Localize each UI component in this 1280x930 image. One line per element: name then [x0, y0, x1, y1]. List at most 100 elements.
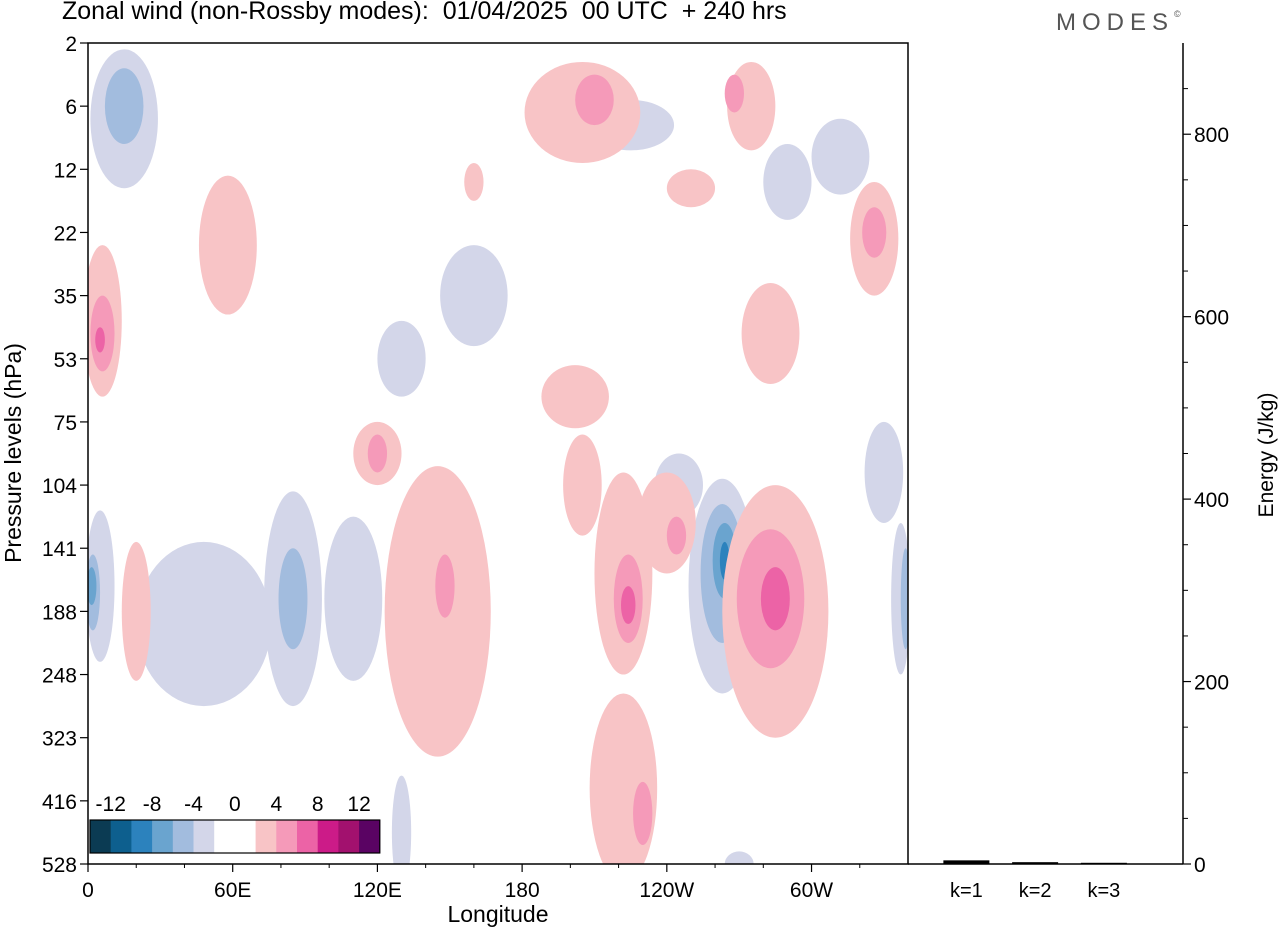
x-tick-label: 60E	[214, 879, 251, 902]
energy-category-label: k=1	[950, 880, 983, 902]
energy-axis-label: Energy (J/kg)	[1255, 393, 1278, 518]
colorbar-swatch	[234, 820, 256, 853]
energy-tick-label: 400	[1194, 489, 1229, 512]
energy-bar	[1080, 862, 1127, 864]
energy-category-label: k=2	[1019, 880, 1052, 902]
energy-tick-label: 600	[1194, 307, 1229, 330]
wind-anomaly	[760, 567, 790, 631]
wind-anomaly	[95, 327, 105, 353]
y-tick-label: 528	[42, 854, 77, 877]
y-tick-label: 416	[42, 791, 77, 814]
x-tick-label: 0	[82, 879, 94, 902]
y-axis-label: Pressure levels (hPa)	[0, 343, 26, 563]
wind-anomaly	[367, 434, 388, 473]
y-tick-label: 188	[42, 601, 77, 624]
wind-anomaly	[633, 781, 653, 846]
colorbar-swatch	[297, 820, 319, 853]
wind-anomaly	[121, 541, 151, 681]
wind-anomaly	[464, 162, 484, 201]
colorbar-swatch	[172, 820, 194, 853]
wind-anomaly	[724, 74, 745, 113]
x-axis-label: Longitude	[447, 901, 548, 927]
chart-title: Zonal wind (non-Rossby modes): 01/04/202…	[62, 0, 787, 25]
wind-anomaly	[666, 169, 716, 208]
colorbar-swatch	[131, 820, 153, 853]
colorbar-label: -4	[184, 793, 203, 816]
energy-tick-label: 0	[1194, 854, 1206, 877]
colorbar-swatch	[338, 820, 360, 853]
wind-anomaly	[637, 472, 696, 574]
energy-category-label: k=3	[1087, 880, 1120, 902]
colorbar-swatch	[152, 820, 174, 853]
colorbar-frame	[89, 819, 381, 854]
logo-mark: ©	[1174, 9, 1181, 19]
heatmap-frame	[87, 42, 909, 865]
x-tick-label: 60W	[790, 879, 833, 902]
y-tick-label: 75	[54, 412, 77, 435]
colorbar-swatch	[317, 820, 339, 853]
wind-anomaly	[104, 68, 144, 145]
colorbar-swatch	[214, 820, 236, 853]
wind-anomaly	[440, 245, 508, 347]
wind-anomaly	[621, 586, 636, 625]
wind-anomaly	[391, 775, 412, 864]
wind-anomaly	[741, 282, 800, 385]
y-tick-label: 35	[54, 286, 77, 309]
y-tick-label: 22	[54, 222, 77, 245]
colorbar-swatch	[276, 820, 298, 853]
y-tick-label: 12	[54, 159, 77, 182]
wind-anomaly	[811, 118, 870, 195]
energy-bar	[943, 860, 990, 864]
energy-tick-label: 800	[1194, 124, 1229, 147]
wind-anomaly	[198, 175, 257, 315]
colorbar-label: 4	[270, 793, 282, 816]
y-tick-label: 53	[54, 349, 77, 372]
wind-anomaly	[575, 74, 614, 126]
colorbar-label: -12	[96, 793, 126, 816]
energy-tick-label: 200	[1194, 672, 1229, 695]
y-tick-label: 248	[42, 665, 77, 688]
y-tick-label: 6	[65, 96, 77, 119]
x-tick-label: 120E	[353, 879, 402, 902]
modes-logo: MODES©	[1056, 9, 1181, 37]
wind-anomaly	[563, 434, 602, 536]
wind-anomaly	[324, 516, 383, 681]
wind-anomaly	[666, 516, 687, 555]
y-tick-label: 323	[42, 728, 77, 751]
wind-anomaly	[384, 466, 491, 757]
wind-anomaly	[724, 851, 754, 864]
colorbar-label: -8	[143, 793, 162, 816]
x-tick-label: 120W	[639, 879, 694, 902]
logo-text: MODES	[1056, 9, 1175, 36]
y-tick-label: 104	[42, 475, 77, 498]
wind-anomaly	[88, 567, 97, 606]
energy-axis: 0 200 400 600 800	[1183, 88, 1229, 877]
colorbar: -12 -8 -4 0 4 8 12	[89, 792, 381, 854]
wind-anomaly	[278, 548, 308, 650]
colorbar-label: 12	[347, 793, 370, 816]
colorbar-label: 0	[229, 793, 241, 816]
y-axis: 2 6 12 22 35 53 75 104 141 188 248 323 416 528	[42, 33, 88, 877]
wind-anomaly	[377, 320, 426, 397]
colorbar-swatch	[255, 820, 277, 853]
wind-anomaly	[862, 207, 887, 258]
wind-anomaly	[541, 365, 609, 429]
colorbar-swatch	[359, 820, 381, 853]
energy-bar	[1012, 862, 1059, 864]
wind-anomaly	[864, 421, 904, 523]
y-tick-label: 141	[42, 538, 77, 561]
energy-bars: k=1 k=2 k=3	[943, 860, 1127, 902]
y-tick-label: 2	[65, 33, 77, 56]
colorbar-label: 8	[312, 793, 324, 816]
wind-anomaly	[435, 554, 455, 618]
wind-field	[88, 49, 908, 864]
x-axis: 0 60E 120E 180 120W 60W	[82, 864, 861, 902]
wind-anomaly	[763, 144, 812, 220]
colorbar-swatch	[90, 820, 112, 853]
x-tick-label: 180	[505, 879, 540, 902]
wind-anomaly	[136, 541, 272, 707]
colorbar-swatch	[110, 820, 132, 853]
wind-anomaly	[900, 548, 908, 650]
colorbar-swatch	[193, 820, 215, 853]
